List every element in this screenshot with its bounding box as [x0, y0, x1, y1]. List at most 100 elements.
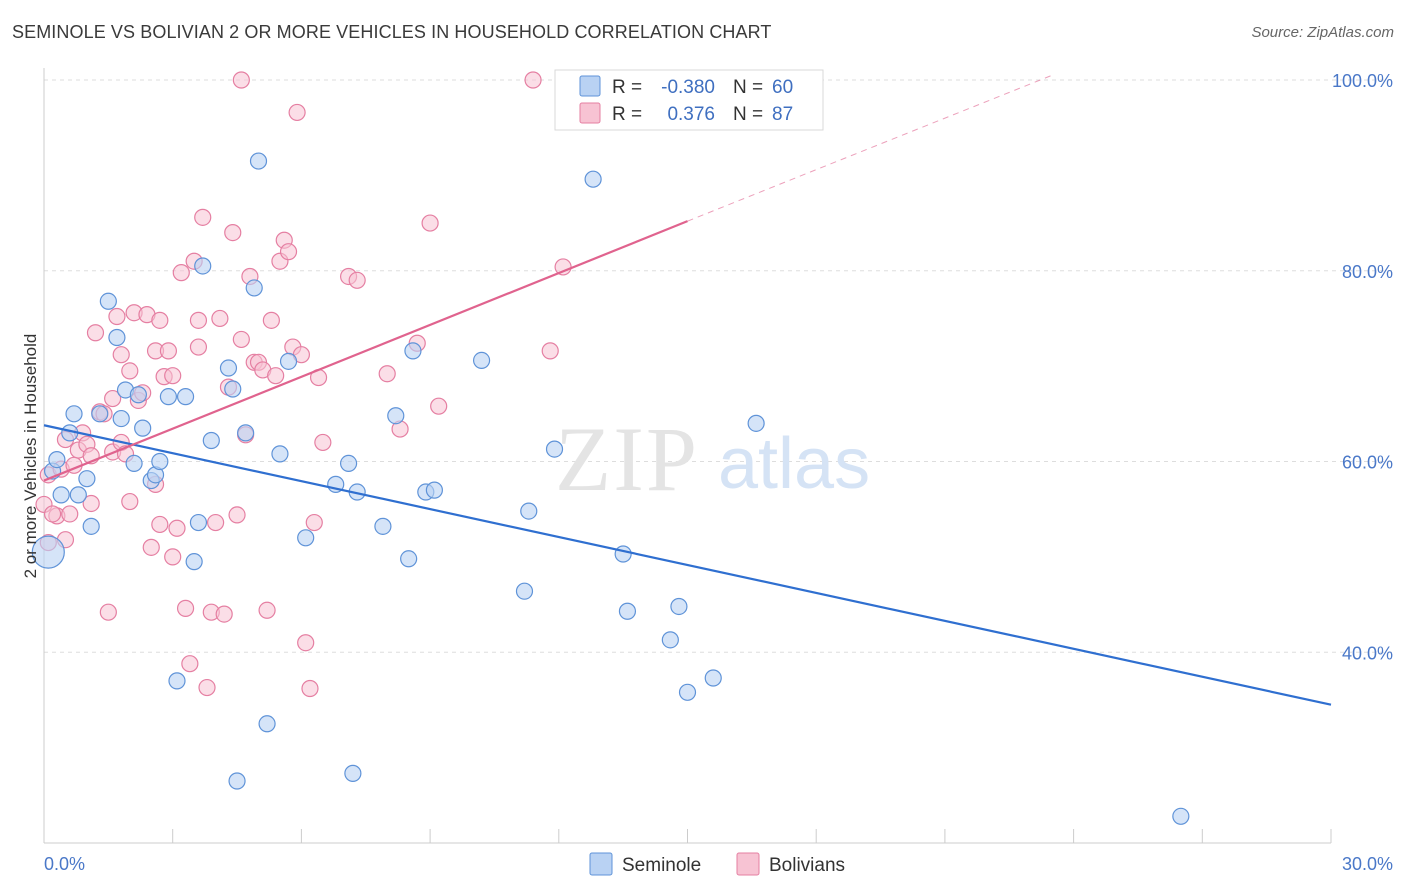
- seminole-point: [52, 486, 70, 504]
- seminole-point: [78, 470, 96, 488]
- bolivians-point: [82, 494, 100, 513]
- bolivians-point: [198, 678, 216, 697]
- legend-r-value-bolivians: 0.376: [667, 104, 715, 125]
- bolivians-point: [151, 515, 169, 534]
- seminole-point: [168, 672, 186, 690]
- seminole-point: [297, 529, 315, 547]
- seminole-point: [614, 545, 632, 563]
- watermark-atlas: atlas: [718, 424, 870, 504]
- legend-swatch-bolivians: [579, 102, 601, 124]
- bolivians-point: [43, 505, 62, 523]
- bolivians-point: [224, 224, 242, 242]
- bolivians-point: [176, 599, 195, 617]
- legend-n-label-seminole: N =: [733, 77, 763, 98]
- seminole-point: [245, 279, 263, 297]
- bolivians-point: [142, 538, 160, 556]
- bottom-legend-seminole: Seminole: [622, 855, 701, 876]
- seminole-point: [112, 409, 130, 428]
- seminole-point: [279, 352, 298, 370]
- x-tick-label: 0.0%: [44, 854, 85, 874]
- seminole-point: [176, 388, 195, 406]
- bolivians-point: [99, 603, 117, 621]
- zipatlas-watermark: ZIP atlas: [555, 408, 870, 510]
- seminole-point: [387, 407, 405, 425]
- bolivians-points: [35, 71, 572, 698]
- seminole-point: [108, 328, 126, 347]
- legend-r-label-seminole: R =: [612, 77, 642, 98]
- bolivians-point: [378, 365, 396, 383]
- legend-n-label-bolivians: N =: [733, 104, 763, 125]
- seminole-point: [618, 602, 637, 620]
- seminole-point: [584, 170, 602, 188]
- bolivians-point: [348, 271, 366, 289]
- y-tick-label: 40.0%: [1342, 643, 1393, 663]
- seminole-point: [339, 454, 358, 473]
- x-tick-label: 30.0%: [1342, 854, 1393, 874]
- seminole-point: [159, 388, 178, 406]
- bolivians-point: [211, 309, 229, 328]
- bolivians-point: [207, 513, 225, 532]
- seminole-point: [189, 513, 208, 532]
- bottom-legend-bolivians: Bolivians: [769, 855, 845, 876]
- watermark-zip: ZIP: [555, 408, 699, 510]
- seminole-trend-line: [43, 424, 1332, 706]
- seminole-point: [31, 535, 65, 569]
- y-tick-label: 60.0%: [1342, 453, 1393, 473]
- chart-title: SEMINOLE VS BOLIVIAN 2 OR MORE VEHICLES …: [12, 22, 772, 42]
- bolivians-point: [86, 324, 105, 342]
- seminole-point: [224, 380, 242, 398]
- seminole-point: [125, 454, 143, 473]
- bolivians-point: [189, 311, 208, 329]
- seminole-point: [404, 342, 422, 360]
- seminole-point: [91, 405, 109, 423]
- bolivians-point: [189, 338, 208, 356]
- seminole-point: [228, 772, 246, 790]
- bolivians-point: [194, 208, 212, 226]
- bolivians-point: [164, 367, 182, 385]
- legend-swatch-seminole: [579, 75, 601, 97]
- bolivians-point: [430, 397, 448, 415]
- seminole-point: [237, 424, 255, 442]
- bolivians-point: [541, 342, 559, 360]
- seminole-point: [202, 431, 220, 450]
- legend-r-label-bolivians: R =: [612, 104, 642, 125]
- bolivians-point: [288, 103, 306, 122]
- bolivians-point: [258, 601, 276, 619]
- grid-lines: [44, 79, 1392, 653]
- bolivians-point: [305, 513, 323, 532]
- y-tick-label: 80.0%: [1342, 262, 1393, 282]
- seminole-points: [31, 152, 1190, 825]
- seminole-point: [344, 764, 362, 782]
- bolivians-trend-line: [43, 220, 688, 482]
- bolivians-point: [172, 264, 190, 282]
- axes: 40.0% 60.0% 80.0% 100.0% 0.0% 30.0%: [43, 68, 1393, 874]
- bolivians-point: [159, 342, 178, 360]
- bolivians-point: [104, 389, 122, 408]
- seminole-point: [520, 502, 538, 520]
- seminole-point: [374, 517, 392, 535]
- bolivians-point: [121, 492, 139, 511]
- y-axis-label: 2 or more Vehicles in Household: [21, 334, 40, 579]
- bolivians-point: [181, 655, 199, 673]
- seminole-point: [99, 292, 117, 310]
- seminole-point: [747, 414, 765, 432]
- seminole-point: [65, 405, 83, 423]
- bolivians-point: [228, 506, 246, 524]
- bolivians-point: [267, 367, 285, 385]
- seminole-point: [472, 351, 491, 370]
- bolivians-point: [297, 634, 315, 652]
- bolivians-point: [121, 362, 139, 380]
- seminole-point: [258, 715, 276, 733]
- chart-source: Source: ZipAtlas.com: [1251, 24, 1394, 41]
- stats-legend: R = -0.380 N = 60 R = 0.376 N = 87: [554, 69, 824, 131]
- seminole-point: [185, 553, 203, 571]
- series-legend: Seminole Bolivians: [589, 852, 845, 876]
- seminole-point: [69, 486, 87, 504]
- seminole-point: [704, 669, 722, 687]
- seminole-point: [425, 481, 443, 499]
- legend-n-value-seminole: 60: [772, 77, 793, 98]
- legend-r-value-seminole: -0.380: [661, 77, 715, 98]
- bolivians-point: [421, 214, 439, 232]
- bolivians-point: [151, 311, 169, 329]
